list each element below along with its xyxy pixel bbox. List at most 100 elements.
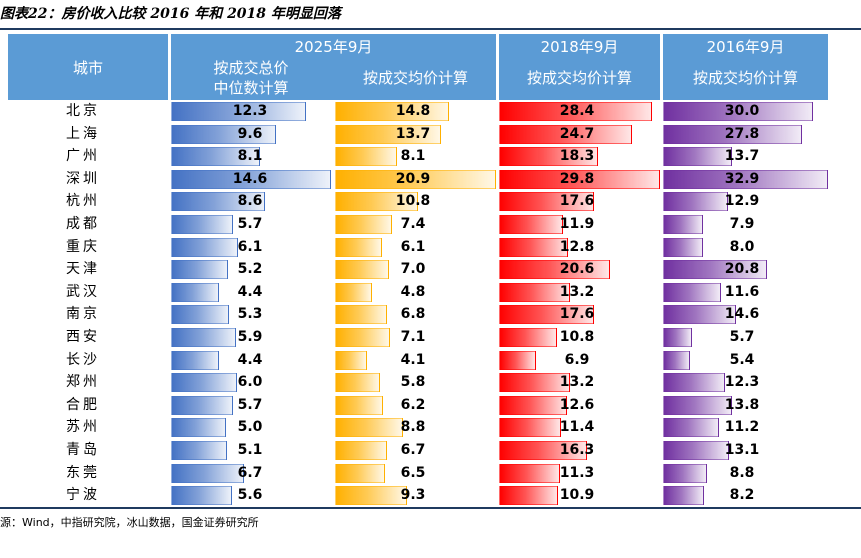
data-bar-2025-unit xyxy=(335,282,372,302)
figure-caption: 图表22：房价收入比较 2016 年和 2018 年明显回落 xyxy=(0,6,341,22)
data-label-2025-total: 14.6 xyxy=(232,170,268,187)
data-bar-2025-total xyxy=(171,102,306,121)
data-label-2025-unit: 6.8 xyxy=(400,306,426,323)
header-col-2025-total-line2: 中位数计算 xyxy=(213,79,289,97)
data-label-2025-total: 8.6 xyxy=(237,193,263,210)
table-row: 宁波 5.6 9.3 10.9 8.2 xyxy=(0,484,861,507)
data-bar-2016 xyxy=(663,441,729,460)
data-label-2025-total: 5.7 xyxy=(237,216,263,232)
data-bar-2018 xyxy=(499,102,653,121)
data-bar-2025-total xyxy=(171,237,238,257)
data-label-2018: 11.4 xyxy=(559,419,595,436)
data-bar-2025-unit xyxy=(335,373,380,393)
data-bar-2018 xyxy=(499,192,595,212)
city-label: 郑州 xyxy=(66,374,100,391)
data-label-2025-unit: 10.8 xyxy=(395,193,431,210)
data-label-2018: 12.8 xyxy=(559,238,595,255)
data-label-2016: 12.9 xyxy=(724,193,760,210)
data-bar-2016 xyxy=(663,305,737,325)
city-label: 重庆 xyxy=(66,238,100,255)
data-bar-2016 xyxy=(663,350,691,370)
data-bar-2025-total xyxy=(171,215,234,234)
data-label-2016: 11.2 xyxy=(724,419,760,436)
data-bar-2016 xyxy=(663,147,732,167)
data-bar-2025-total xyxy=(171,350,220,370)
data-bar-2016 xyxy=(663,192,728,212)
city-label: 武汉 xyxy=(66,283,100,300)
data-label-2025-total: 5.0 xyxy=(237,419,263,436)
table-row: 郑州 6.0 5.8 13.2 12.3 xyxy=(0,371,861,394)
data-bar-2016 xyxy=(663,395,733,415)
data-label-2018: 17.6 xyxy=(559,193,595,210)
data-label-2025-unit: 6.7 xyxy=(400,442,426,458)
data-bar-2018 xyxy=(499,395,568,415)
data-label-2025-unit: 13.7 xyxy=(395,125,431,142)
data-bar-2016 xyxy=(663,373,725,393)
data-bar-2025-unit xyxy=(335,328,390,347)
data-bar-2016 xyxy=(663,328,692,347)
source-note: 源：Wind，中指研究院，冰山数据，国金证券研究所 xyxy=(0,516,259,529)
data-label-2016: 12.3 xyxy=(724,374,760,391)
data-label-2025-total: 6.1 xyxy=(237,238,263,255)
data-bar-2016 xyxy=(663,260,768,280)
data-bar-2025-unit xyxy=(335,305,388,325)
city-label: 合肥 xyxy=(66,396,100,413)
table-row: 广州 8.1 8.1 18.3 13.7 xyxy=(0,145,861,168)
data-bar-2018 xyxy=(499,441,588,460)
header-col-2018-unit: 按成交均价计算 xyxy=(526,69,632,87)
table-row: 天津 5.2 7.0 20.6 20.8 xyxy=(0,258,861,281)
data-bar-2016 xyxy=(663,102,814,121)
data-label-2016: 11.6 xyxy=(724,283,760,300)
data-label-2025-unit: 6.5 xyxy=(400,464,426,481)
data-bar-2025-total xyxy=(171,395,234,415)
data-label-2025-unit: 4.1 xyxy=(400,351,426,368)
table-row: 苏州 5.0 8.8 11.4 11.2 xyxy=(0,416,861,439)
data-bar-2016 xyxy=(663,486,705,506)
data-label-2016: 13.1 xyxy=(724,442,760,458)
data-label-2025-total: 12.3 xyxy=(232,103,268,119)
data-bar-2025-total xyxy=(171,260,228,280)
data-label-2016: 8.8 xyxy=(729,464,755,481)
data-bar-2025-total xyxy=(171,463,245,483)
table-row: 杭州 8.6 10.8 17.6 12.9 xyxy=(0,190,861,213)
data-bar-2025-unit xyxy=(335,418,403,438)
data-bar-2025-total xyxy=(171,328,236,347)
header-city-cell xyxy=(8,34,168,100)
table-row: 青岛 5.1 6.7 16.3 13.1 xyxy=(0,439,861,462)
data-label-2018: 28.4 xyxy=(559,103,595,119)
data-bar-2025-unit xyxy=(335,237,382,257)
table-row: 东莞 6.7 6.5 11.3 8.8 xyxy=(0,462,861,485)
data-bar-2018 xyxy=(499,147,598,167)
table-row: 南京 5.3 6.8 17.6 14.6 xyxy=(0,303,861,326)
table-row: 武汉 4.4 4.8 13.2 11.6 xyxy=(0,281,861,304)
city-label: 北京 xyxy=(66,103,100,119)
data-label-2016: 5.4 xyxy=(729,351,755,368)
data-label-2016: 32.9 xyxy=(724,170,760,187)
table-row: 深圳 14.6 20.9 29.8 32.9 xyxy=(0,168,861,191)
data-label-2016: 8.2 xyxy=(729,487,755,504)
data-label-2025-unit: 6.1 xyxy=(400,238,426,255)
city-label: 深圳 xyxy=(66,170,100,187)
header-group-2016: 2016年9月 xyxy=(706,38,785,56)
table-row: 上海 9.6 13.7 24.7 27.8 xyxy=(0,123,861,146)
table-row: 合肥 5.7 6.2 12.6 13.8 xyxy=(0,394,861,417)
city-label: 东莞 xyxy=(66,464,100,481)
data-bar-2018 xyxy=(499,486,558,506)
header-col-2025-unit: 按成交均价计算 xyxy=(362,69,468,87)
city-label: 南京 xyxy=(66,306,100,323)
data-label-2018: 18.3 xyxy=(559,148,595,165)
table-row: 重庆 6.1 6.1 12.8 8.0 xyxy=(0,236,861,259)
data-label-2025-unit: 6.2 xyxy=(400,396,426,413)
data-bar-2025-total xyxy=(171,305,230,325)
data-bar-2025-total xyxy=(171,147,260,167)
data-label-2025-unit: 8.1 xyxy=(400,148,426,165)
data-bar-2018 xyxy=(499,418,561,438)
header-2018-cell xyxy=(499,34,660,100)
data-label-2016: 13.8 xyxy=(724,396,760,413)
data-bar-2016 xyxy=(663,237,704,257)
data-label-2018: 11.3 xyxy=(559,464,595,481)
data-label-2025-unit: 7.0 xyxy=(400,261,426,278)
data-label-2018: 12.6 xyxy=(559,396,595,413)
data-bar-2025-total xyxy=(171,282,220,302)
city-label: 苏州 xyxy=(66,419,100,436)
